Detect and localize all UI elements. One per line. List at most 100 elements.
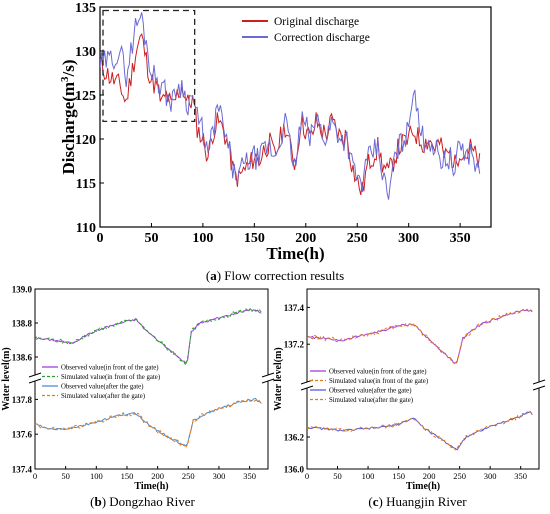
series-observed-front — [307, 309, 533, 364]
highlight-box — [102, 9, 196, 123]
xtick-label: 100 — [90, 471, 103, 481]
chart-a-xtick-label: 250 — [347, 231, 368, 246]
ytick-label-lower: 136.0 — [284, 465, 305, 475]
axis-break-gap — [264, 375, 272, 381]
chart-a-ytick-label: 135 — [75, 1, 96, 16]
xtick-label: 0 — [305, 471, 309, 481]
chart-a-ylabel-sup: 3 — [59, 76, 71, 82]
chart-b-series — [35, 308, 262, 449]
chart-a-xtick-label: 300 — [398, 231, 419, 246]
caption-b-letter: b — [94, 494, 102, 509]
legend-a-label-0: Original discharge — [274, 16, 359, 28]
legend-a-label-1: Correction discharge — [274, 32, 370, 44]
legend-c-label-3: Simulated value(after the gate) — [329, 397, 413, 404]
chart-a: 110 115 120 125 130 135 0 50 100 150 200 250 300 350 T… — [59, 1, 492, 263]
xtick-label: 350 — [243, 471, 256, 481]
caption-a-text: Flow correction results — [221, 268, 345, 283]
chart-b-legend: Observed value(in front of the gate) Simu… — [42, 365, 160, 400]
series-observed-after — [307, 411, 533, 451]
xtick-label: 300 — [484, 471, 497, 481]
xtick-label: 100 — [362, 471, 375, 481]
chart-b-xlabel: Time(h) — [134, 481, 168, 492]
caption-c-letter: c — [372, 494, 379, 509]
axis-break-mark — [28, 378, 42, 384]
chart-a-xtick-label: 100 — [192, 231, 213, 246]
xtick-label: 250 — [453, 471, 466, 481]
xtick-label: 250 — [182, 471, 195, 481]
chart-a-xtick-label: 0 — [97, 231, 104, 246]
chart-a-xtick-label: 200 — [295, 231, 316, 246]
series-simulated-after — [307, 409, 533, 451]
ytick-label-upper: 138.6 — [12, 353, 33, 363]
ytick-label-lower: 137.6 — [12, 430, 33, 440]
xtick-label: 150 — [121, 471, 134, 481]
series-simulated-front — [35, 308, 262, 367]
chart-a-ytick-label: 130 — [75, 45, 96, 60]
chart-a-xlabel: Time(h) — [266, 244, 324, 263]
axis-break-mark — [261, 378, 275, 384]
caption-b-text: Dongzhao River — [106, 494, 195, 509]
legend-b-label-3: Simulated value(after the gate) — [61, 393, 145, 400]
axis-break-mark — [28, 372, 42, 378]
chart-a-xtick-label: 50 — [144, 231, 158, 246]
chart-c-ylabel: Water level(m) — [273, 347, 284, 410]
axis-break-mark — [532, 385, 546, 391]
chart-a-frame — [99, 6, 492, 228]
caption-a-letter: a — [210, 268, 217, 283]
chart-c: 137.2 137.4 136.0 136.2 0 50 100 150 200 250 300 35… — [273, 288, 546, 492]
chart-b: 138.6 138.8 139.0 137.4 137.6 137.8 0 50 100 150 2… — [1, 285, 275, 492]
chart-a-series — [100, 12, 481, 200]
series-original-discharge — [100, 32, 481, 196]
xtick-label: 150 — [392, 471, 405, 481]
caption-c-text: Huangjin River — [382, 494, 467, 509]
caption-b: (b) Dongzhao River — [90, 494, 195, 509]
ytick-label-upper: 137.2 — [284, 340, 305, 350]
chart-c-xlabel: Time(h) — [406, 481, 440, 492]
legend-c-label-0: Observed value(in front of the gate) — [329, 369, 427, 376]
legend-b-label-0: Observed value(in front of the gate) — [61, 365, 159, 372]
axis-break-mark — [532, 379, 546, 385]
chart-a-legend: Original discharge Correction discharge — [242, 16, 370, 44]
chart-a-ytick-label: 115 — [76, 177, 96, 192]
series-correction-discharge — [100, 12, 481, 200]
series-simulated-after — [35, 397, 262, 449]
xtick-label: 200 — [151, 471, 164, 481]
chart-a-xtick-label: 150 — [244, 231, 265, 246]
xtick-label: 300 — [213, 471, 226, 481]
ytick-label-upper: 137.4 — [284, 303, 305, 313]
chart-b-ylabel: Water level(m) — [1, 347, 12, 410]
chart-c-legend: Observed value(in front of the gate) Simu… — [310, 369, 428, 404]
ytick-label-upper: 139.0 — [12, 285, 33, 295]
caption-c: (c) Huangjin River — [368, 494, 467, 509]
chart-a-ylabel: Discharge(m3/s) — [59, 59, 78, 174]
chart-c-frame — [306, 288, 540, 470]
legend-b-label-2: Observed value(after the gate) — [61, 384, 143, 391]
ytick-label-upper: 138.8 — [12, 319, 33, 329]
chart-a-xtick-label: 350 — [450, 231, 471, 246]
legend-c-label-1: Simulated value(in front of the gate) — [329, 378, 428, 385]
ytick-label-lower: 137.8 — [12, 395, 33, 405]
xtick-label: 350 — [514, 471, 527, 481]
xtick-label: 0 — [33, 471, 37, 481]
legend-c-label-2: Observed value(after the gate) — [329, 388, 411, 395]
chart-a-ytick-label: 110 — [76, 221, 96, 236]
xtick-label: 200 — [423, 471, 436, 481]
axis-break-mark — [261, 372, 275, 378]
chart-a-ylabel-base: Discharge(m — [59, 82, 78, 175]
series-observed-after — [35, 397, 262, 447]
xtick-label: 50 — [61, 471, 70, 481]
chart-a-ytick-label: 120 — [75, 133, 96, 148]
axis-break-gap — [303, 382, 311, 388]
legend-b-label-1: Simulated value(in front of the gate) — [61, 374, 160, 381]
xtick-label: 50 — [333, 471, 342, 481]
ytick-label-lower: 137.4 — [12, 465, 33, 475]
axis-break-mark — [300, 385, 314, 391]
axis-break-gap — [535, 382, 543, 388]
series-simulated-front — [307, 308, 533, 366]
caption-a: (a) Flow correction results — [205, 268, 345, 283]
ytick-label-lower: 136.2 — [284, 433, 305, 443]
chart-c-series — [307, 308, 533, 451]
chart-a-ytick-label: 125 — [75, 89, 96, 104]
chart-a-ylabel-end: /s) — [59, 59, 78, 77]
